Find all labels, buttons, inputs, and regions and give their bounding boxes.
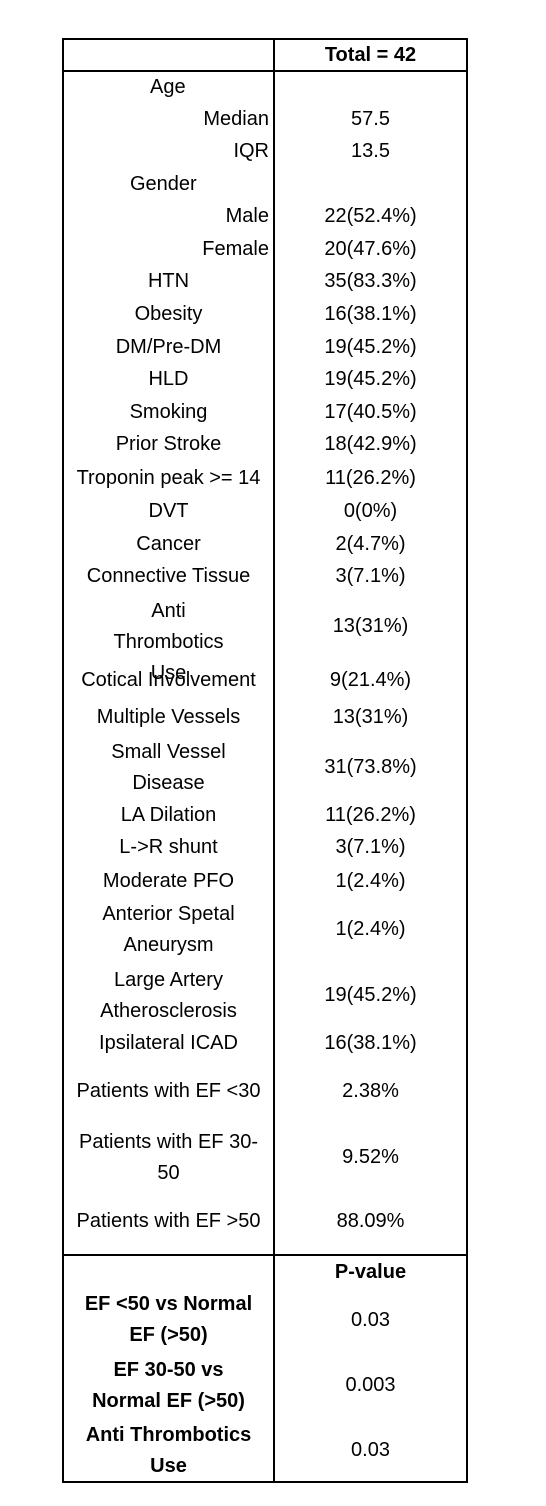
row-value-shunt: 3(7.1%) <box>335 836 406 858</box>
row-value-la-dilation: 11(26.2%) <box>325 804 416 826</box>
row-label-pfo: Moderate PFO <box>102 870 235 892</box>
row-label-la-dilation: LA Dilation <box>120 804 217 826</box>
row-label-ef-gt50: Patients with EF >50 <box>76 1210 261 1232</box>
row-label-hld: HLD <box>148 368 189 390</box>
row-value-ef-lt30: 2.38% <box>342 1080 399 1102</box>
row-value-ef-gt50: 88.09% <box>336 1210 405 1232</box>
table-frame <box>62 38 468 1483</box>
row-label-connective-tissue: Connective Tissue <box>86 565 251 587</box>
row-value-male: 22(52.4%) <box>324 205 417 227</box>
row-label-ef-30-50: Patients with EF 30-50 <box>79 1131 258 1184</box>
row-label-cortical: Cotical Involvement <box>81 669 256 691</box>
row-value-dm: 19(45.2%) <box>324 336 417 358</box>
row-value-hld: 19(45.2%) <box>324 368 417 390</box>
row-value-smoking: 17(40.5%) <box>324 401 417 423</box>
row-value-ef-30-50: 9.52% <box>342 1146 399 1168</box>
row-value-anti-thrombotics: 13(31%) <box>332 615 409 637</box>
row-label-atherosclerosis: Large Artery Atherosclerosis <box>100 969 237 1022</box>
row-value-cancer: 2(4.7%) <box>335 533 406 555</box>
row-label-iqr: IQR <box>233 140 269 162</box>
row-label-gender: Gender <box>130 173 197 195</box>
row-value-multiple-vessels: 13(31%) <box>332 706 409 728</box>
row-label-smoking: Smoking <box>129 401 208 423</box>
pvalue-header: P-value <box>334 1261 407 1283</box>
header-divider <box>62 70 468 72</box>
row-value-aneurysm: 1(2.4%) <box>335 918 406 940</box>
row-label-male: Male <box>225 205 269 227</box>
row-value-small-vessel: 31(73.8%) <box>324 756 417 778</box>
row-label-htn: HTN <box>147 270 190 292</box>
row-value-icad: 16(38.1%) <box>324 1032 417 1054</box>
pvalue-value-ef-30-50: 0.003 <box>345 1374 396 1396</box>
row-label-troponin: Troponin peak >= 14 <box>76 467 261 489</box>
row-value-female: 20(47.6%) <box>324 238 417 260</box>
row-label-prior-stroke: Prior Stroke <box>115 433 222 455</box>
row-value-median: 57.5 <box>351 108 390 130</box>
pvalue-value-ef-lt50: 0.03 <box>351 1309 390 1331</box>
row-label-ef-lt30: Patients with EF <30 <box>76 1080 261 1102</box>
column-divider <box>273 38 275 1483</box>
row-value-prior-stroke: 18(42.9%) <box>324 433 417 455</box>
row-value-troponin: 11(26.2%) <box>325 467 416 489</box>
total-header: Total = 42 <box>324 44 417 66</box>
row-label-icad: Ipsilateral ICAD <box>99 1032 238 1054</box>
row-value-pfo: 1(2.4%) <box>335 870 406 892</box>
row-value-connective-tissue: 3(7.1%) <box>335 565 406 587</box>
row-label-dm: DM/Pre-DM <box>115 336 222 358</box>
row-value-cortical: 9(21.4%) <box>329 669 412 691</box>
row-label-obesity: Obesity <box>134 303 203 325</box>
row-label-age: Age <box>150 76 186 98</box>
section-divider <box>62 1254 468 1256</box>
row-value-atherosclerosis: 19(45.2%) <box>324 984 417 1006</box>
row-label-shunt: L->R shunt <box>119 836 218 858</box>
row-label-female: Female <box>202 238 269 260</box>
row-value-htn: 35(83.3%) <box>324 270 417 292</box>
row-label-anti-thrombotics: Anti Thrombotics Use <box>113 600 224 684</box>
pvalue-label-ef-lt50: EF <50 vs Normal EF (>50) <box>84 1293 253 1346</box>
row-label-small-vessel: Small Vessel Disease <box>111 741 226 794</box>
row-label-cancer: Cancer <box>136 533 201 555</box>
row-label-median: Median <box>203 108 269 130</box>
pvalue-value-anti-thrombotics: 0.03 <box>351 1439 390 1461</box>
row-value-iqr: 13.5 <box>351 140 390 162</box>
row-value-dvt: 0(0%) <box>343 500 398 522</box>
row-label-dvt: DVT <box>148 500 189 522</box>
pvalue-label-ef-30-50: EF 30-50 vs Normal EF (>50) <box>92 1359 245 1412</box>
row-label-multiple-vessels: Multiple Vessels <box>96 706 241 728</box>
row-label-aneurysm: Anterior Spetal Aneurysm <box>102 903 235 956</box>
row-value-obesity: 16(38.1%) <box>324 303 417 325</box>
pvalue-label-anti-thrombotics: Anti Thrombotics Use <box>85 1424 252 1477</box>
